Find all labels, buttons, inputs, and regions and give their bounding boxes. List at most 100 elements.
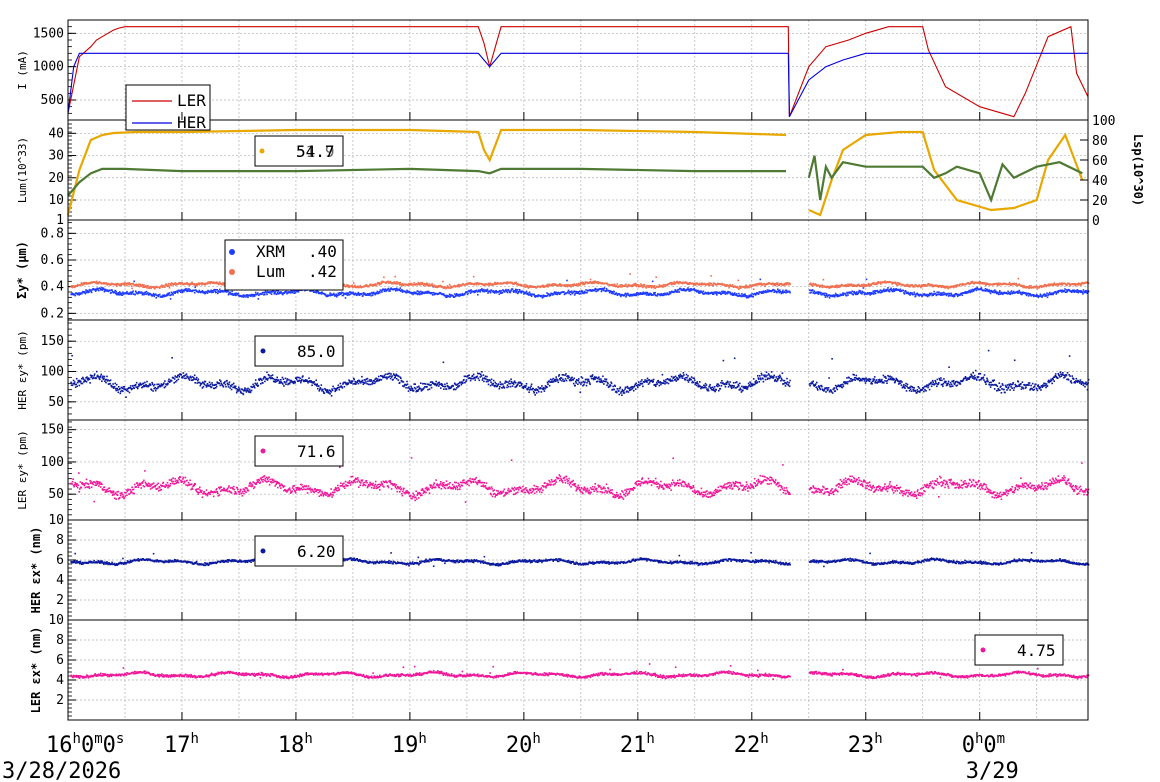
panel-frame [67, 219, 1089, 321]
series-points [70, 457, 1090, 503]
panel-frame [67, 519, 1089, 621]
y-tick-label: 40 [48, 126, 64, 141]
x-date-label: 3/28/2026 [2, 759, 121, 782]
y-tick-label: 30 [48, 149, 64, 164]
y2-tick-label: 60 [1092, 154, 1108, 169]
x-tick-label: 17h [164, 731, 199, 758]
panel-ler_eps_x: 2 4 6 8 10 LER εx* (nm) 4.75 [29, 613, 1090, 721]
y-tick-label: 100 [41, 455, 64, 470]
panel-frame [67, 619, 1089, 721]
y2-axis-label: Lsp(10^30) [1131, 134, 1145, 206]
panel-luminosity: 1 10 20 30 40 Lum(10^33) 54.751.9 0 20 40 60 80 100 L… [16, 114, 1145, 229]
value-legend: 6.20 [254, 535, 344, 567]
series-line-her [67, 52, 1088, 117]
x-tick-label: 18h [278, 731, 313, 758]
legend-value: 4.75 [1017, 641, 1056, 660]
legend-value: 51.9 [296, 142, 335, 161]
legend-value: 6.20 [297, 542, 336, 561]
y-tick-label: 100 [41, 365, 64, 380]
series-points [70, 349, 1090, 398]
y-axis-label: HER εy* (pm) [16, 330, 29, 409]
y-tick-label: 0.8 [41, 226, 64, 241]
panel-frame [67, 319, 1089, 421]
y-tick-label: 2 [56, 593, 64, 608]
y-tick-label: 6 [56, 553, 64, 568]
legend-marker [229, 269, 235, 275]
series-line-lum [67, 167, 786, 197]
y-axis-label: HER εx* (nm) [29, 527, 43, 614]
y-tick-label: 6 [56, 653, 64, 668]
y-tick-label: 10 [48, 513, 64, 528]
x-tick-label: 23h [848, 731, 883, 758]
y-tick-label: 500 [41, 93, 64, 108]
y2-tick-label: 80 [1092, 134, 1108, 149]
series-line-lsp [66, 128, 787, 216]
grid [67, 20, 1038, 720]
series-points [70, 273, 1090, 290]
y-tick-label: 20 [48, 171, 64, 186]
y-tick-label: 0.6 [41, 253, 64, 268]
y-axis-label: LER εy* (pm) [16, 430, 29, 509]
value-legend: 54.751.9 [254, 135, 344, 167]
panel-frame [67, 19, 1089, 121]
x-tick-label: 19h [392, 731, 427, 758]
legend-value: .40 [308, 242, 337, 261]
panel-ler_eps_y: 10 50 100 150 LER εy* (pm) 71.6 [16, 419, 1090, 528]
y-axis-label: I (mA) [16, 50, 29, 90]
legend-label: Lum [256, 262, 285, 281]
y-axis-label: Σy* (µm) [15, 241, 29, 299]
y-tick-label: 50 [48, 395, 64, 410]
y2-tick-label: 40 [1092, 174, 1108, 189]
y2-tick-label: 100 [1092, 114, 1115, 129]
y-tick-label: 8 [56, 633, 64, 648]
panel-frame [67, 419, 1089, 521]
y-tick-label: 2 [56, 693, 64, 708]
y-tick-label: 8 [56, 533, 64, 548]
y-tick-label: 150 [41, 334, 64, 349]
series-line-ler [67, 25, 1089, 118]
legend-label: XRM [256, 242, 285, 261]
x-tick-label: 16h0m0s [46, 731, 124, 758]
x-tick-label: 0h0m [962, 731, 1005, 758]
legend-value: 54.7 [296, 142, 335, 161]
y2-tick-label: 0 [1092, 214, 1100, 229]
y-tick-label: 1000 [33, 60, 64, 75]
x-tick-label: 22h [734, 731, 769, 758]
legend-label: HER [177, 113, 206, 132]
y-tick-label: 0.2 [41, 306, 64, 321]
legend-value: 71.6 [297, 442, 336, 461]
x-axis: 16h0m0s 17h 18h 19h 20h 21h 22h 23h 0h0m 3/28/202… [2, 112, 1019, 782]
y-axis-label: Lum(10^33) [16, 137, 29, 203]
y2-tick-label: 20 [1092, 194, 1108, 209]
y-tick-label: 4 [56, 673, 64, 688]
y-tick-label: 0.4 [41, 280, 65, 295]
series-line-lum-b [807, 155, 1083, 204]
series-points [70, 550, 1090, 568]
value-legend: XRM .40 Lum .42 [224, 239, 344, 291]
value-legend: 4.75 [974, 634, 1064, 666]
panel-her_eps_y: 50 100 150 HER εy* (pm) 85.0 [16, 319, 1090, 421]
y-tick-label: 1 [56, 213, 64, 228]
x-tick-label: 21h [620, 731, 655, 758]
series-points [70, 663, 1090, 680]
panel-her_eps_x: 2 4 6 8 HER εx* (nm) 6.20 [29, 519, 1090, 621]
y-tick-label: 50 [48, 487, 64, 502]
legend-value: .42 [308, 262, 337, 281]
legend-label: LER [177, 91, 206, 110]
y-axis-label: LER εx* (nm) [29, 627, 43, 714]
value-legend: 71.6 [254, 435, 344, 467]
legend-value: 85.0 [297, 342, 336, 361]
y-tick-label: 10 [48, 613, 64, 628]
panel-sigma_y: 0.2 0.4 0.6 0.8 Σy* (µm) XRM .40 Lum .42 [15, 219, 1090, 321]
y-tick-label: 4 [56, 573, 64, 588]
current-legend: LER HER [125, 84, 211, 132]
y-tick-label: 150 [41, 423, 64, 438]
series-line-lsp-b [808, 130, 1084, 217]
x-date-label: 3/29 [966, 759, 1019, 782]
value-legend: 85.0 [254, 335, 344, 367]
y-tick-label: 1500 [33, 26, 64, 41]
x-tick-label: 20h [506, 731, 541, 758]
y-tick-label: 10 [48, 193, 64, 208]
legend-marker [229, 249, 235, 255]
